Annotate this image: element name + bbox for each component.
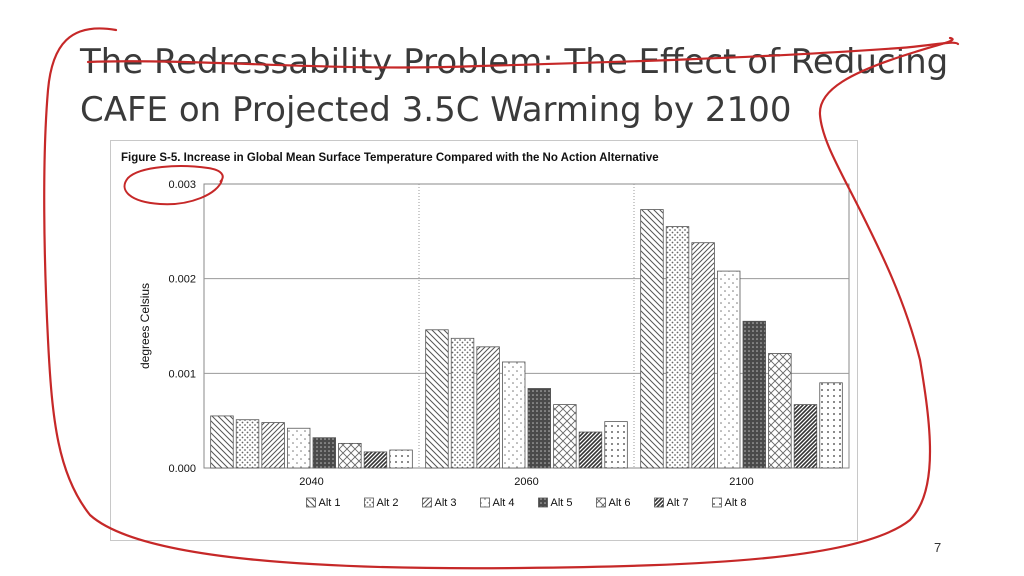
bar-alt-3-2100: [691, 242, 715, 469]
bar-alt-7-2100: [793, 404, 818, 469]
legend-label-alt-3: Alt 3: [435, 497, 457, 509]
bar-alt-5-2060: [527, 388, 551, 469]
x-tick-label: 2060: [514, 476, 538, 488]
slide-title-line-1: The Redressability Problem: The Effect o…: [80, 42, 949, 82]
y-axis-label: degrees Celsius: [138, 283, 152, 369]
y-tick-label: 0.000: [168, 463, 196, 475]
legend-swatch-alt-8: [712, 497, 722, 508]
bar-alt-5-2100: [742, 320, 766, 469]
y-axis-ticks: 0.000 0.001 0.002 0.003: [168, 179, 196, 475]
bar-alt-4-2100: [717, 270, 741, 469]
y-tick-label: 0.003: [168, 179, 196, 191]
bar-alt-1-2100: [640, 209, 664, 469]
bar-alt-1-2060: [425, 329, 449, 469]
legend-label-alt-7: Alt 7: [667, 497, 689, 509]
legend-label-alt-5: Alt 5: [551, 497, 573, 509]
bar-alt-7-2060: [578, 431, 603, 469]
x-tick-label: 2040: [299, 476, 323, 488]
bar-alt-2-2040: [235, 419, 260, 469]
bar-chart: Figure S-5. Increase in Global Mean Surf…: [121, 152, 850, 509]
y-tick-label: 0.001: [168, 368, 196, 380]
figure-frame: Figure S-5. Increase in Global Mean Surf…: [110, 140, 858, 541]
x-tick-label: 2100: [729, 476, 753, 488]
slide-title: The Redressability Problem: The Effect o…: [80, 38, 980, 134]
bar-alt-6-2040: [338, 442, 362, 469]
legend-swatch-alt-1: [306, 497, 316, 508]
bar-alt-3-2060: [476, 346, 500, 469]
bar-alt-8-2100: [819, 382, 843, 469]
bar-alt-6-2060: [553, 404, 577, 469]
legend: Alt 1 Alt 2 Alt 3 Alt 4 Alt 5 Alt 6 Alt 7 Alt 8: [306, 497, 747, 509]
legend-swatch-alt-3: [422, 497, 432, 508]
chart-title: Figure S-5. Increase in Global Mean Surf…: [121, 152, 659, 164]
page-number: 7: [934, 540, 942, 555]
bar-alt-8-2060: [604, 421, 628, 469]
legend-label-alt-1: Alt 1: [319, 497, 341, 509]
bar-alt-8-2040: [389, 449, 413, 469]
slide-title-line-2: CAFE on Projected 3.5C Warming by 2100: [80, 90, 792, 130]
legend-swatch-alt-4: [480, 497, 490, 508]
bar-alt-2-2060: [450, 337, 475, 469]
bar-alt-4-2060: [502, 361, 526, 469]
legend-label-alt-8: Alt 8: [725, 497, 747, 509]
x-axis-ticks: 2040 2060 2100: [299, 476, 753, 488]
legend-label-alt-6: Alt 6: [609, 497, 631, 509]
legend-swatch-alt-7: [654, 497, 664, 508]
legend-label-alt-2: Alt 2: [377, 497, 399, 509]
bar-alt-7-2040: [363, 451, 388, 469]
bar-alt-2-2100: [665, 226, 690, 469]
bar-alt-4-2040: [287, 427, 311, 469]
legend-swatch-alt-5: [538, 497, 548, 508]
bar-alt-3-2040: [261, 422, 285, 469]
legend-swatch-alt-6: [596, 497, 606, 508]
bar-alt-6-2100: [768, 353, 792, 469]
bar-alt-1-2040: [210, 415, 234, 469]
legend-label-alt-4: Alt 4: [493, 497, 515, 509]
legend-swatch-alt-2: [364, 497, 374, 508]
y-tick-label: 0.002: [168, 274, 196, 286]
bar-alt-5-2040: [312, 437, 336, 469]
